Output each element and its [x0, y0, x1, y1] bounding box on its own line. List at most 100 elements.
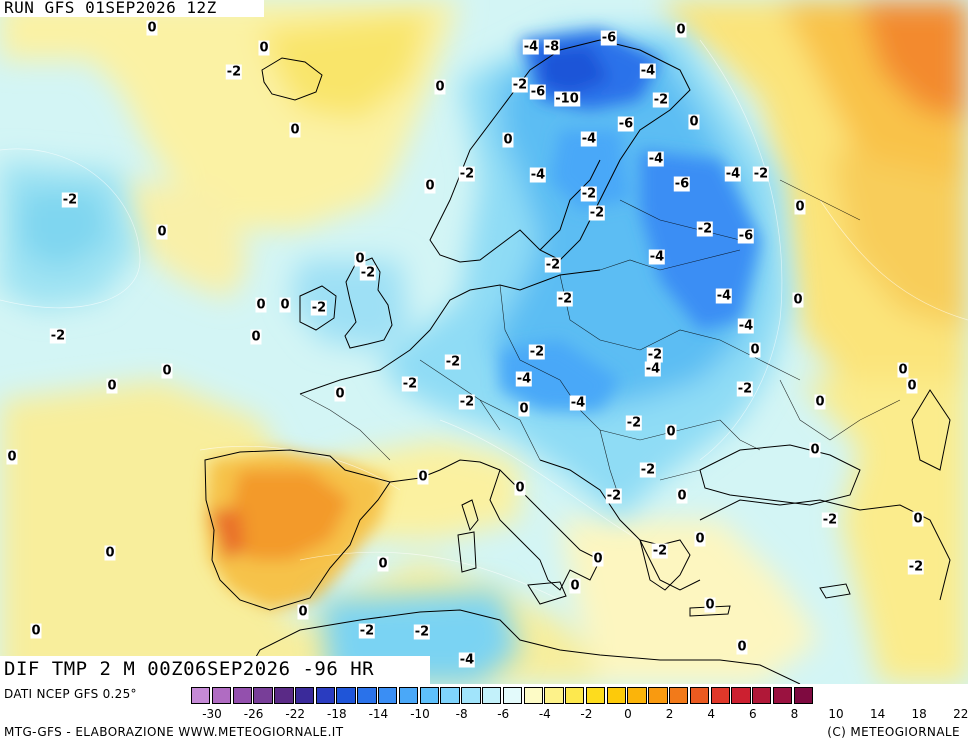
legend-swatch — [274, 687, 294, 704]
map-value-label: 0 — [255, 297, 267, 313]
map-value-label: -2 — [511, 77, 529, 93]
map-value-label: 0 — [688, 114, 700, 130]
legend-swatch — [398, 687, 419, 704]
map-value-label: 0 — [792, 292, 804, 308]
map-value-label: -2 — [588, 205, 606, 221]
iberia-warm-fill — [205, 450, 390, 610]
map-value-label: 0 — [354, 251, 366, 267]
legend-swatch — [211, 687, 232, 704]
legend-swatch — [544, 687, 564, 704]
legend-tick-label: 18 — [911, 707, 927, 721]
map-value-label: -4 — [644, 361, 662, 377]
map-value-label: -4 — [522, 39, 540, 55]
map-value-label: 0 — [906, 378, 918, 394]
map-value-label: -2 — [821, 512, 839, 528]
map-value-label: -2 — [413, 624, 431, 640]
map-value-label: 0 — [794, 199, 806, 215]
map-value-label: -2 — [605, 488, 623, 504]
map-value-label: 0 — [912, 511, 924, 527]
legend-swatch — [253, 687, 273, 704]
map-value-label: -2 — [752, 166, 770, 182]
map-value-label: -4 — [737, 318, 755, 334]
map-value-label: 0 — [417, 469, 429, 485]
map-value-label: -2 — [458, 166, 476, 182]
legend-tick-label: 0 — [624, 707, 632, 721]
map-value-label: -2 — [225, 64, 243, 80]
legend-swatch — [523, 687, 543, 704]
map-value-label: -2 — [310, 300, 328, 316]
map-value-label: -2 — [907, 559, 925, 575]
map-panel: 0 0 -2 0 0 -4 -8 -6 0 -2 -6 -10 -4 -2 -6 0 -4 0 -4 -2 -4 -6 -4… — [0, 0, 968, 684]
run-title: RUN GFS 01SEP2026 12Z — [0, 0, 264, 17]
map-value-label: -4 — [724, 166, 742, 182]
map-value-label: -2 — [444, 354, 462, 370]
legend-tick-label: 22 — [953, 707, 968, 721]
legend-swatch — [378, 687, 398, 704]
map-value-label: -2 — [651, 543, 669, 559]
legend-swatch — [419, 687, 439, 704]
legend-tick-label: -26 — [243, 707, 264, 721]
map-value-label: -4 — [458, 652, 476, 668]
map-value-label: 0 — [518, 401, 530, 417]
map-value-label: 0 — [502, 132, 514, 148]
map-value-label: 0 — [258, 40, 270, 56]
legend-swatch — [772, 687, 793, 704]
legend-swatch — [793, 687, 814, 704]
warm-anomaly-fill — [0, 0, 968, 684]
map-value-label: 0 — [514, 480, 526, 496]
map-value-label: -4 — [515, 371, 533, 387]
map-value-label: -4 — [648, 249, 666, 265]
legend-swatch — [440, 687, 460, 704]
legend-swatch — [606, 687, 627, 704]
legend-swatch — [461, 687, 481, 704]
temperature-anomaly-map — [0, 0, 968, 684]
map-value-label: -2 — [528, 344, 546, 360]
field-title: DIF TMP 2 M 00Z06SEP2026 -96 HR — [0, 656, 430, 684]
map-value-label: -2 — [639, 462, 657, 478]
legend-swatch — [191, 687, 211, 704]
legend-tick-label: -6 — [497, 707, 510, 721]
map-value-label: 0 — [297, 604, 309, 620]
map-value-label: 0 — [897, 362, 909, 378]
map-value-label: -4 — [569, 395, 587, 411]
map-value-label: 0 — [146, 20, 158, 36]
map-value-label: -8 — [543, 39, 561, 55]
map-value-label: 0 — [334, 386, 346, 402]
map-value-label: -2 — [580, 186, 598, 202]
legend-swatch — [294, 687, 315, 704]
map-value-label: 0 — [569, 578, 581, 594]
map-value-label: 0 — [161, 363, 173, 379]
legend-swatch — [668, 687, 689, 704]
legend-tick-label: -22 — [285, 707, 305, 721]
map-value-label: 0 — [694, 531, 706, 547]
legend-tick-label: 4 — [707, 707, 716, 721]
map-value-label: 0 — [289, 122, 301, 138]
map-value-label: -4 — [715, 288, 733, 304]
legend-tick-labels: -30-26-22-18-14-10-8-6-4-202468101418223… — [0, 707, 968, 723]
legend-swatch — [315, 687, 336, 704]
legend-swatch — [648, 687, 668, 704]
legend-swatch — [502, 687, 523, 704]
map-value-label: -2 — [61, 192, 79, 208]
legend-tick-label: 2 — [665, 707, 674, 721]
map-value-label: -4 — [647, 151, 665, 167]
map-value-label: -2 — [359, 265, 377, 281]
legend-swatch — [357, 687, 377, 704]
legend-swatch — [565, 687, 585, 704]
map-value-label: 0 — [279, 297, 291, 313]
legend-tick-label: -4 — [538, 707, 551, 721]
legend-swatch — [627, 687, 647, 704]
legend-tick-label: -30 — [202, 707, 222, 721]
map-value-label: -2 — [544, 257, 562, 273]
map-value-label: 0 — [156, 224, 168, 240]
map-value-label: 0 — [592, 551, 604, 567]
footer: DATI NCEP GFS 0.25° -30 -26 -22 -18 -14 -10 -8… — [0, 684, 968, 745]
legend-tick-label: -14 — [368, 707, 389, 721]
map-value-label: -2 — [696, 221, 714, 237]
map-value-label: -2 — [401, 376, 419, 392]
legend-tick-label: -2 — [580, 707, 593, 721]
map-value-label: 0 — [6, 449, 18, 465]
map-value-label: 0 — [675, 22, 687, 38]
map-value-label: -4 — [529, 167, 547, 183]
map-value-label: 0 — [104, 545, 116, 561]
